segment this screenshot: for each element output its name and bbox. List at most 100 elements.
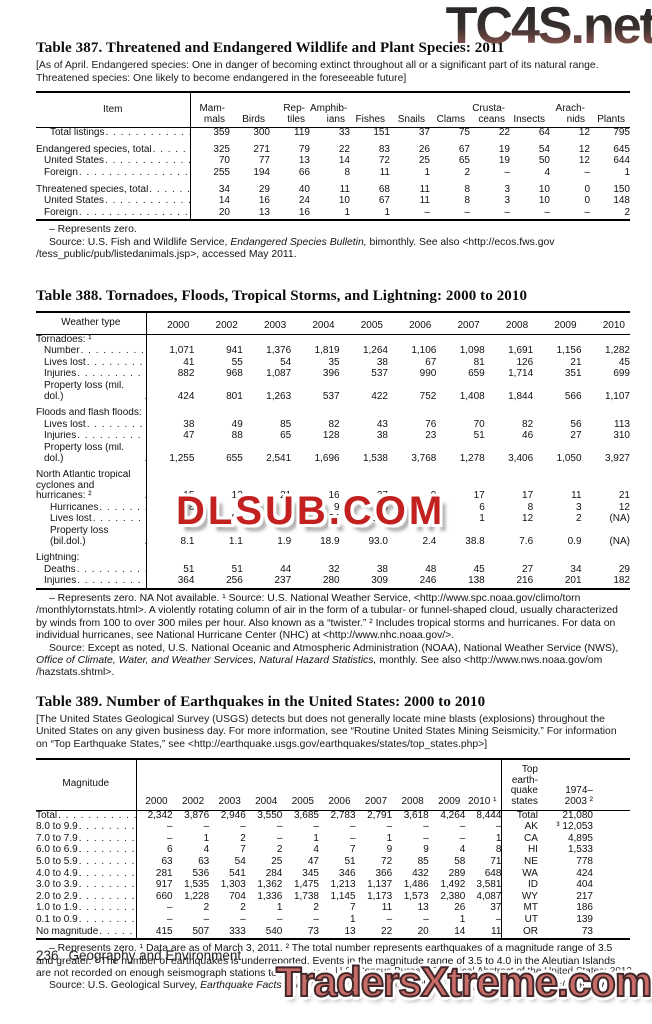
row-label-cell: Lives lost <box>36 419 147 432</box>
row-label-cell: Lives lost <box>36 514 147 527</box>
footnote: Source: U.S. Geological Survey, Earthqua… <box>49 980 625 992</box>
dot-leader <box>57 811 135 822</box>
row-label-cell: 2.0 to 2.9 <box>36 891 137 904</box>
table-cell: 22 <box>498 127 510 139</box>
table-row: Property loss (mil. dol.) 424 801 1,263 537 4… <box>36 380 630 404</box>
table-cell: 882 <box>177 368 195 380</box>
table-cell: 271 <box>253 143 270 155</box>
table-cell: 4 <box>459 844 466 856</box>
table-cell: 55 <box>231 356 243 368</box>
table-388-title: Table 388. Tornadoes, Floods, Tropical S… <box>36 287 528 304</box>
table-cell: 21 <box>570 356 582 368</box>
row-label-cell: Number <box>36 346 147 358</box>
table-cell: 3,618 <box>403 809 429 821</box>
row-label: Lightning: <box>36 553 80 564</box>
table-cell: 2,541 <box>266 452 292 464</box>
table-cell: ID <box>501 880 552 892</box>
table-cell: 37 <box>418 127 430 139</box>
row-label: United States <box>44 196 105 207</box>
table-cell: 795 <box>613 127 630 139</box>
dot-leader <box>78 208 190 219</box>
table-cell: 18.9 <box>320 535 340 547</box>
table-cell: 660 <box>155 890 173 902</box>
column-header: Insects <box>510 92 550 129</box>
table-cell: 659 <box>468 368 485 380</box>
table-cell: 113 <box>614 418 630 430</box>
table-cell: (NA) <box>609 513 630 525</box>
table-cell: 2 <box>240 902 246 914</box>
footnote: – Represents zero. <box>49 224 137 236</box>
table-cell: 45 <box>473 563 485 575</box>
table-cell: 1.1 <box>228 535 243 547</box>
table-row: Property loss (bil.dol.) 8.1 1.1 1.9 18.9 93.… <box>36 526 630 549</box>
table-cell: 4,895 <box>567 832 593 844</box>
table-cell: 7 <box>350 902 356 914</box>
table-cell: 1,263 <box>266 390 292 402</box>
table-cell: 29 <box>258 183 270 195</box>
column-header: Clams <box>430 92 470 129</box>
table-cell: 2 <box>624 206 630 218</box>
table-cell: 1,303 <box>220 879 246 891</box>
row-label-cell: Foreign <box>36 207 191 221</box>
table-cell: 6 <box>167 844 173 856</box>
table-row: Injuries 47 88 65 128 38 23 51 46 27 310 <box>36 431 630 443</box>
table-cell: 27 <box>570 430 582 442</box>
table-row: Injuries 882 968 1,087 396 537 990 659 1,714 351 6… <box>36 369 630 381</box>
table-cell: 72 <box>378 155 390 167</box>
table-cell: 280 <box>322 575 340 587</box>
row-label-cell: 7.0 to 7.9 <box>36 833 137 846</box>
table-cell: 1,573 <box>403 890 429 902</box>
column-header: 1974– 2003 ² <box>551 758 630 811</box>
row-label-cell: Property loss (mil. dol.) <box>36 442 147 466</box>
table-cell: 300 <box>253 127 270 139</box>
table-cell: 38 <box>376 356 388 368</box>
column-header: Amphib- ians <box>310 92 350 129</box>
table-cell: 13 <box>298 155 310 167</box>
table-cell: 1,844 <box>508 390 534 402</box>
row-label: Lives lost <box>44 357 86 368</box>
empty-cells <box>146 548 630 565</box>
table-cell: 85 <box>417 856 429 868</box>
table-cell: 1,533 <box>567 844 593 856</box>
table-cell: 256 <box>226 575 243 587</box>
row-label: North Atlantic tropical cyclones and hur… <box>36 470 131 502</box>
table-cell: MT <box>501 903 552 915</box>
table-cell: – <box>424 206 430 218</box>
table-cell: 1,213 <box>330 879 356 891</box>
table-cell: 29 <box>618 563 630 575</box>
table-cell: 85 <box>280 418 292 430</box>
table-cell: 1 <box>479 513 485 525</box>
table-row: Lives lost 38 49 85 82 43 76 70 82 56 113 <box>36 418 630 432</box>
column-header: Arach- nids <box>550 92 590 129</box>
table-cell: – <box>240 821 246 833</box>
table-cell: 88 <box>231 430 243 442</box>
table-cell: – <box>464 206 470 218</box>
table-cell: 2 <box>464 166 470 178</box>
dot-leader <box>144 392 146 403</box>
table-cell: 941 <box>226 345 243 357</box>
row-label: Threatened species, total <box>36 184 149 195</box>
table-cell: 566 <box>564 390 582 402</box>
row-label: Property loss (mil. dol.) <box>44 380 125 402</box>
table-row: 6.0 to 6.9 6 4 7 2 4 7 9 9 4 8HI 1,533 <box>36 844 630 858</box>
table-cell: 9 <box>423 844 429 856</box>
table-389-block: Table 389. Number of Earthquakes in the … <box>36 694 630 993</box>
table-cell: 1 <box>350 914 356 925</box>
table-cell: 1 <box>384 206 390 218</box>
table-cell: 79 <box>298 143 310 155</box>
table-cell: 65 <box>458 155 470 167</box>
table-cell: 186 <box>576 902 593 914</box>
table-cell: 151 <box>373 127 390 139</box>
table-387-footnotes: – Represents zero. Source: U.S. Fish and … <box>36 224 630 261</box>
table-cell: 364 <box>177 575 195 587</box>
table-cell: 8 <box>344 166 350 178</box>
table-cell: 13 <box>344 925 356 937</box>
row-label: Foreign <box>44 207 78 218</box>
column-header: 2010 ¹ <box>465 758 502 811</box>
table-cell: 201 <box>564 575 582 587</box>
table-cell: 73 <box>307 925 319 937</box>
table-cell: 51 <box>231 563 243 575</box>
table-cell: 333 <box>229 925 246 937</box>
column-header: 2005 <box>339 311 388 335</box>
